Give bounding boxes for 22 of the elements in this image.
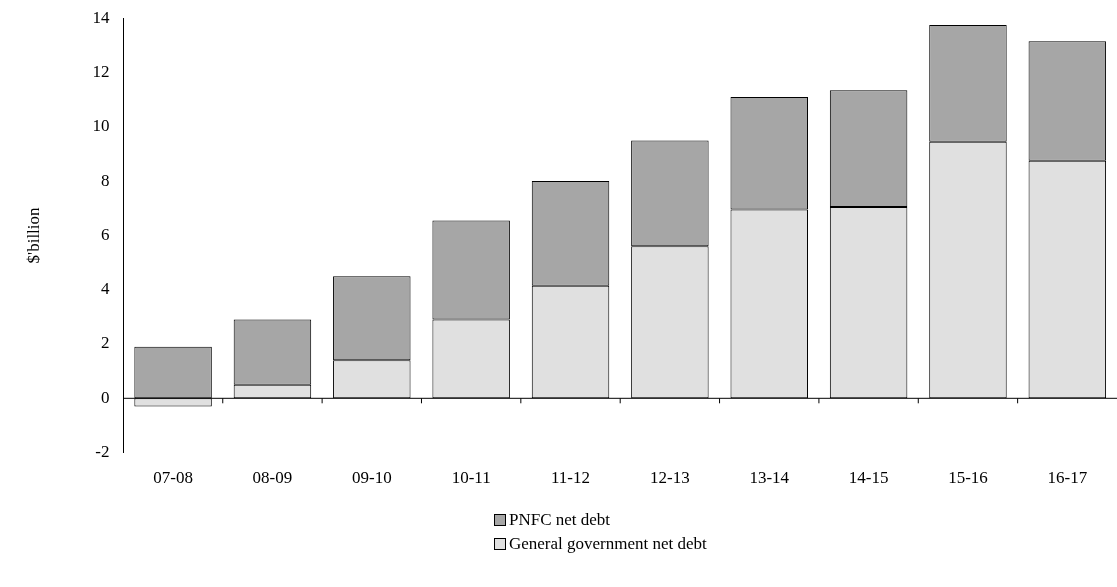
y-tick-label: 6 bbox=[100, 224, 110, 244]
x-tick-label: 15-16 bbox=[948, 468, 988, 488]
x-tick-label: 13-14 bbox=[749, 468, 790, 488]
x-tick-label: 16-17 bbox=[1047, 468, 1088, 488]
x-tick-label: 14-15 bbox=[848, 468, 889, 488]
legend-label: General government net debt bbox=[509, 534, 707, 554]
legend-label: PNFC net debt bbox=[509, 510, 611, 530]
y-tick-label: 4 bbox=[100, 279, 110, 299]
y-tick-label: 12 bbox=[92, 61, 110, 81]
y-tick-label: 10 bbox=[92, 116, 110, 136]
y-tick-label: 8 bbox=[100, 170, 110, 190]
y-axis-title: $'billion bbox=[23, 206, 43, 264]
y-tick-label: 0 bbox=[100, 387, 110, 407]
x-tick-label: 07-08 bbox=[153, 468, 193, 488]
x-tick-label: 11-12 bbox=[551, 468, 591, 488]
x-tick-label: 09-10 bbox=[351, 468, 392, 488]
y-tick-label: 2 bbox=[100, 333, 110, 353]
x-tick-label: 12-13 bbox=[650, 468, 690, 488]
x-tick-label: 08-09 bbox=[252, 468, 293, 488]
y-tick-label: -2 bbox=[95, 442, 110, 462]
x-tick-label: 10-11 bbox=[451, 468, 491, 488]
y-tick-label: 14 bbox=[92, 7, 110, 27]
